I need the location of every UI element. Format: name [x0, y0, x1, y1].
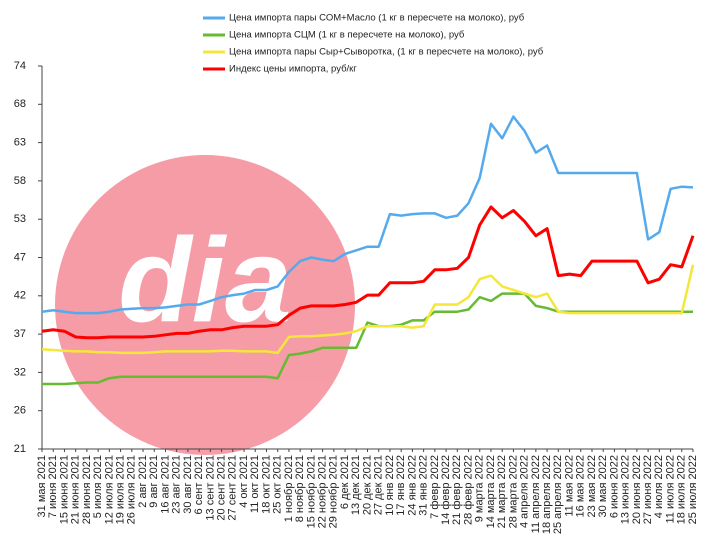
x-tick-label: 21 марта 2022 [496, 455, 508, 528]
y-tick-label: 74 [14, 60, 26, 72]
x-tick-label: 13 дек 2021 [350, 455, 362, 515]
x-tick-label: 7 июня 2021 [47, 455, 59, 518]
x-tick-label: 21 февр 2022 [451, 455, 463, 525]
x-tick-label: 17 янв 2022 [395, 455, 407, 516]
x-tick-label: 28 февр 2022 [462, 455, 474, 525]
x-tick-label: 4 апреля 2022 [519, 455, 531, 528]
x-tick-label: 25 апреля 2022 [552, 455, 564, 534]
x-tick-label: 25 июля 2022 [687, 455, 699, 524]
y-tick-label: 32 [14, 366, 26, 378]
y-tick-label: 68 [14, 98, 26, 110]
x-tick-label: 27 сент 2021 [227, 455, 239, 521]
x-tick-label: 14 февр 2022 [440, 455, 452, 525]
x-tick-label: 1 ноябр 2021 [283, 455, 295, 522]
x-tick-label: 15 июня 2021 [58, 455, 70, 524]
legend-label: Цена импорта СЦМ (1 кг в пересчете на мо… [229, 30, 465, 41]
x-tick-label: 16 мая 2022 [575, 455, 587, 517]
x-tick-label: 6 дек 2021 [339, 455, 351, 509]
x-tick-label: 6 июня 2022 [608, 455, 620, 518]
x-tick-label: 4 июля 2022 [653, 455, 665, 518]
x-tick-label: 15 ноябр 2021 [305, 455, 317, 528]
x-tick-label: 5 июля 2021 [92, 455, 104, 518]
x-tick-label: 18 апреля 2022 [541, 455, 553, 534]
x-tick-label: 11 апреля 2022 [530, 455, 542, 533]
x-tick-label: 18 июля 2022 [676, 455, 688, 524]
legend-label: Цена импорта пары Сыр+Сыворотка, (1 кг в… [229, 47, 544, 58]
x-tick-label: 22 ноябр 2021 [317, 455, 329, 528]
x-tick-label: 11 мая 2022 [563, 455, 575, 517]
series-line [42, 292, 693, 386]
x-tick-label: 8 ноябр 2021 [294, 455, 306, 522]
watermark-circle [55, 155, 355, 455]
x-tick-label: 10 янв 2022 [384, 455, 396, 516]
x-tick-label: 28 июня 2021 [81, 455, 93, 524]
y-tick-label: 26 [14, 405, 26, 417]
x-tick-label: 24 янв 2022 [406, 455, 418, 516]
x-tick-label: 23 авг 2021 [171, 455, 183, 514]
y-tick-label: 37 [14, 328, 26, 340]
x-tick-label: 13 сент 2021 [204, 455, 216, 521]
legend-label: Цена импорта пары СОМ+Масло (1 кг в пере… [229, 13, 525, 24]
x-tick-label: 21 июня 2021 [70, 455, 82, 524]
x-tick-label: 6 сент 2021 [193, 455, 205, 514]
x-tick-label: 12 июля 2021 [103, 455, 115, 524]
x-tick-label: 23 мая 2022 [586, 455, 598, 517]
y-tick-label: 63 [14, 137, 26, 149]
x-tick-label: 7 февр 2022 [429, 455, 441, 519]
x-tick-label: 28 марта 2022 [507, 455, 519, 528]
series-line [41, 264, 695, 355]
x-tick-label: 4 окт 2021 [238, 455, 250, 508]
x-tick-label: 2 авг 2021 [137, 455, 149, 508]
x-tick-label: 9 авг 2021 [148, 455, 160, 508]
legend-label: Индекс цены импорта, руб/кг [229, 64, 357, 75]
x-tick-label: 19 июля 2021 [114, 455, 126, 524]
x-tick-label: 27 июня 2022 [642, 455, 654, 524]
x-tick-label: 30 мая 2022 [597, 455, 609, 517]
x-tick-label: 25 окт 2021 [272, 455, 284, 514]
x-tick-label: 13 июня 2022 [620, 455, 632, 524]
x-tick-label: 18 окт 2021 [260, 455, 272, 514]
x-tick-label: 31 янв 2022 [418, 455, 430, 516]
x-tick-label: 20 сент 2021 [215, 455, 227, 521]
x-tick-label: 20 июня 2022 [631, 455, 643, 524]
x-tick-label: 26 июля 2021 [126, 455, 138, 524]
y-tick-label: 42 [14, 290, 26, 302]
x-tick-label: 31 мая 2021 [36, 455, 48, 517]
x-tick-label: 27 дек 2021 [373, 455, 385, 515]
x-tick-label: 29 ноябр 2021 [328, 455, 340, 528]
x-tick-label: 30 авг 2021 [182, 455, 194, 514]
series-line [41, 205, 695, 340]
x-tick-label: 16 авг 2021 [159, 455, 171, 514]
x-tick-label: 14 марта 2022 [485, 455, 497, 528]
y-tick-label: 21 [14, 443, 26, 455]
series-line [41, 115, 694, 315]
y-tick-label: 53 [14, 213, 26, 225]
y-tick-label: 58 [14, 175, 26, 187]
x-tick-label: 20 дек 2021 [361, 455, 373, 515]
y-tick-label: 47 [14, 251, 26, 263]
x-tick-label: 9 марта 2022 [474, 455, 486, 522]
x-tick-label: 11 окт 2021 [249, 455, 261, 513]
x-tick-label: 11 июля 2022 [664, 455, 676, 524]
